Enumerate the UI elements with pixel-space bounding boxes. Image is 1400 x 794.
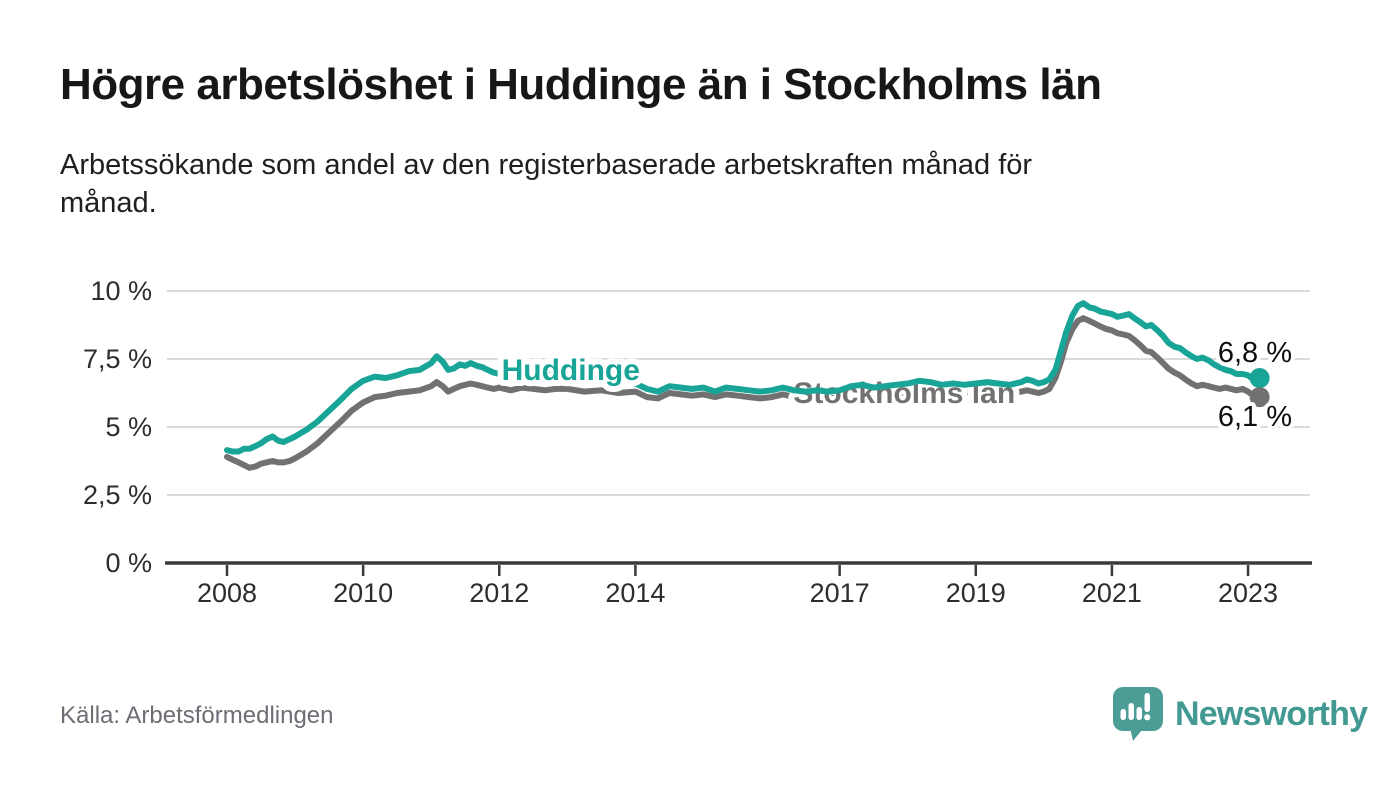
chart-subtitle: Arbetssökande som andel av den registerb… [60,146,1032,222]
series-label-huddinge: Huddinge [502,354,640,387]
newsworthy-logo-text: Newsworthy [1175,695,1368,733]
newsworthy-logo[interactable]: Newsworthy [1112,686,1368,742]
x-tick-label: 2019 [946,578,1006,608]
x-tick-label: 2021 [1082,578,1142,608]
newsworthy-logo-icon [1113,687,1163,741]
y-tick-label: 0 % [105,548,152,578]
subtitle-line-2: månad. [60,187,157,219]
end-value-label-huddinge: 6,8 % [1218,337,1292,369]
x-tick-label: 2017 [810,578,870,608]
series-line-stockholms-l-n [224,315,1263,471]
x-tick-label: 2008 [197,578,257,608]
end-dot-huddinge [1249,368,1270,389]
x-tick-label: 2014 [605,578,665,608]
y-tick-label: 2,5 % [83,480,152,510]
y-tick-label: 5 % [105,412,152,442]
x-tick-label: 2023 [1218,578,1278,608]
y-tick-label: 7,5 % [83,344,152,374]
series-line-huddinge [224,300,1263,455]
end-value-label-stockholms-l-n: 6,1 % [1218,401,1292,433]
subtitle-line-1: Arbetssökande som andel av den registerb… [60,149,1033,181]
page-title: Högre arbetslöshet i Huddinge än i Stock… [60,60,1102,109]
source-caption: Källa: Arbetsförmedlingen [60,702,334,729]
x-tick-label: 2010 [333,578,393,608]
bar-chart-glyph [1120,693,1151,721]
x-tick-label: 2012 [469,578,529,608]
end-dot-stockholms-l-n [1249,387,1270,408]
y-tick-label: 10 % [90,276,152,306]
